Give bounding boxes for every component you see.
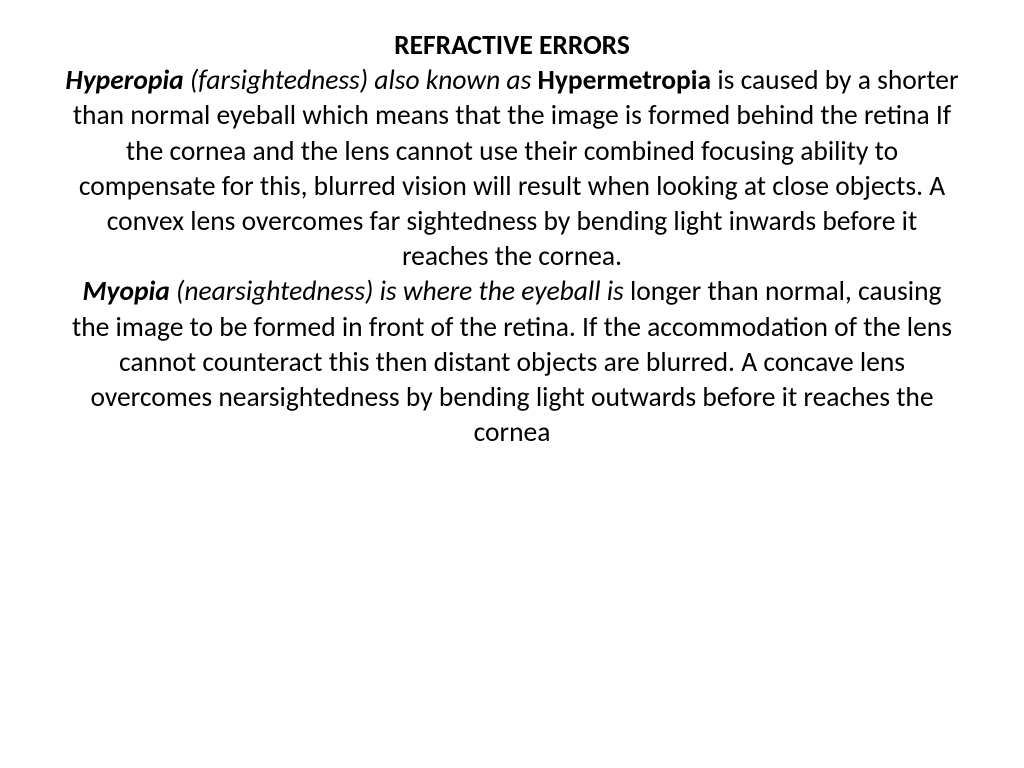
myopia-term: Myopia xyxy=(83,275,170,308)
hypermetropia-term: Hypermetropia xyxy=(537,64,711,97)
slide-title: REFRACTIVE ERRORS xyxy=(394,29,630,62)
slide-content: REFRACTIVE ERRORS Hyperopia (farsightedn… xyxy=(62,28,962,450)
paragraph-block: REFRACTIVE ERRORS Hyperopia (farsightedn… xyxy=(62,28,962,450)
myopia-intro: (nearsightedness) is where the eyeball i… xyxy=(170,275,630,308)
hyperopia-intro: (farsightedness) also known as xyxy=(184,64,538,97)
hyperopia-term: Hyperopia xyxy=(65,64,183,97)
